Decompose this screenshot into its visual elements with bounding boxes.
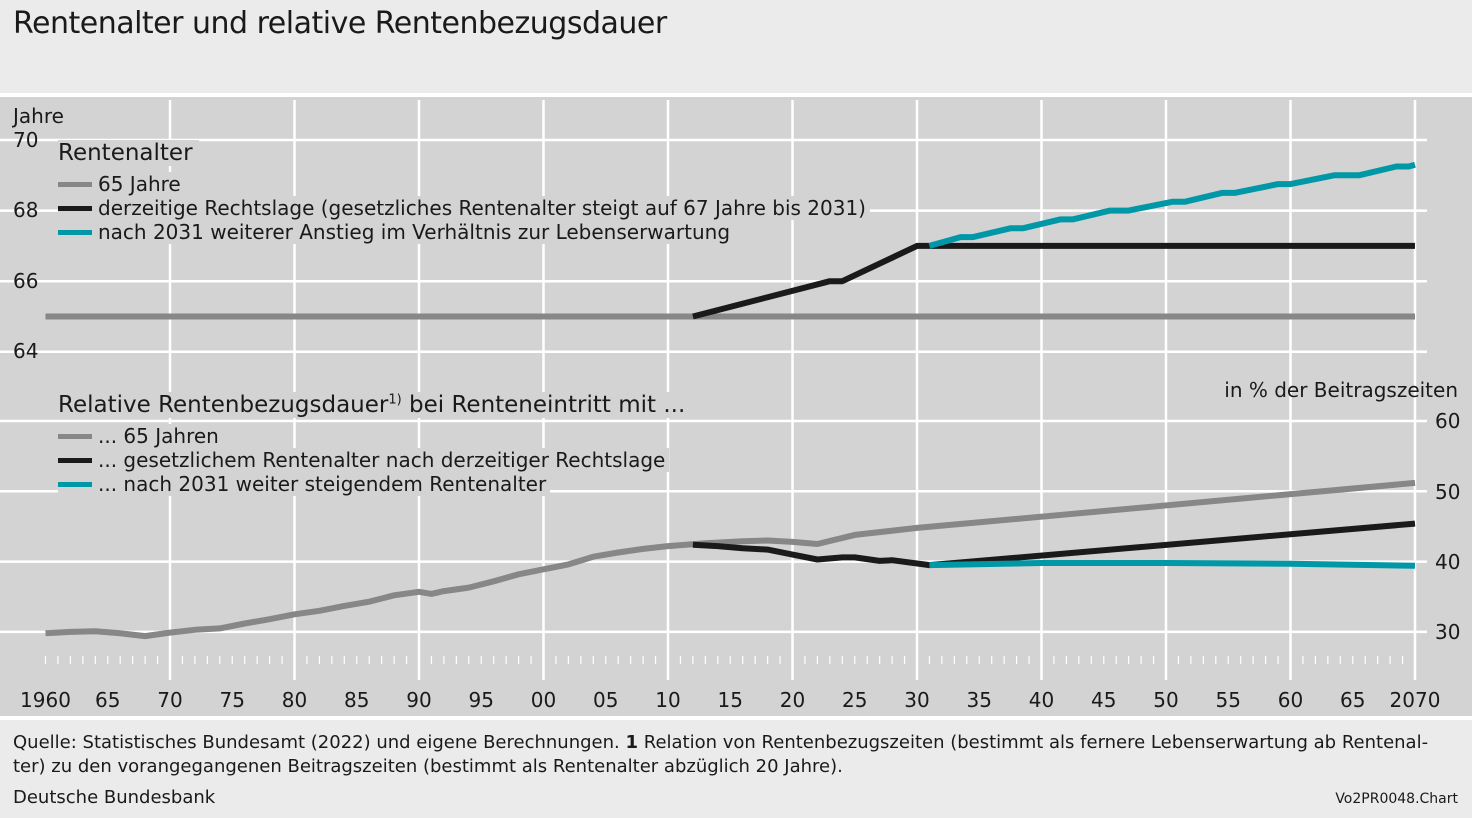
x-tick: 60 (1277, 688, 1304, 712)
series-line-teal (929, 560, 1416, 569)
x-tick: 45 (1091, 688, 1117, 712)
separator (0, 716, 1472, 720)
chart-title: Rentenalter und relative Rentenbezugsdau… (13, 6, 667, 41)
legend-swatch (58, 205, 92, 211)
footnote-number: 1 (625, 732, 639, 753)
legend-item: nach 2031 weiterer Anstieg im Verhältnis… (58, 220, 735, 244)
x-tick: 50 (1153, 688, 1179, 712)
legend-swatch (58, 229, 92, 235)
x-tick: 05 (593, 688, 619, 712)
x-tick: 65 (95, 688, 121, 712)
x-tick: 20 (779, 688, 806, 712)
x-tick: 15 (717, 688, 743, 712)
legend-label: ... 65 Jahren (98, 424, 219, 448)
legend-title-suffix: bei Renteneintritt mit ... (409, 392, 686, 418)
source-text: Quelle: Statistisches Bundesamt (2022) u… (13, 732, 620, 753)
publisher: Deutsche Bundesbank (13, 787, 216, 808)
x-tick: 00 (530, 688, 557, 712)
x-tick: 85 (344, 688, 370, 712)
chart-code: Vo2PR0048.Chart (1335, 791, 1458, 807)
y-tick: 68 (13, 198, 39, 222)
footnote-text: Relation von Rentenbezugszeiten (bestimm… (643, 732, 1429, 753)
legend-item: derzeitige Rechtslage (gesetzliches Rent… (58, 196, 870, 220)
series-line-gray (45, 479, 1416, 640)
x-tick: 70 (157, 688, 183, 712)
legend-title-text: Relative Rentenbezugsdauer (58, 392, 389, 418)
x-tick: 10 (655, 688, 681, 712)
legend-label: ... nach 2031 weiter steigendem Rentenal… (98, 472, 547, 496)
x-tick: 80 (281, 688, 308, 712)
x-tick: 25 (842, 688, 868, 712)
y-tick: 64 (13, 339, 39, 363)
x-tick: 35 (966, 688, 992, 712)
legend-label: nach 2031 weiterer Anstieg im Verhältnis… (98, 220, 731, 244)
footnote-marker: 1) (388, 392, 402, 408)
legend-label: 65 Jahre (98, 172, 181, 196)
footnote-line2: ter) zu den vorangegangenen Beitragszeit… (13, 756, 843, 777)
x-tick: 30 (904, 688, 930, 712)
x-tick: 65 (1340, 688, 1366, 712)
footnote-line1: Quelle: Statistisches Bundesamt (2022) u… (13, 732, 1428, 753)
series-line-black (692, 520, 1416, 569)
y-tick: 30 (1435, 620, 1461, 644)
y-tick: 70 (13, 128, 39, 152)
legend-title-top: Rentenalter (58, 140, 199, 166)
x-tick: 55 (1215, 688, 1241, 712)
legend-swatch (58, 181, 92, 187)
legend-label: derzeitige Rechtslage (gesetzliches Rent… (98, 196, 866, 220)
legend-label: ... gesetzlichem Rentenalter nach derzei… (98, 448, 666, 472)
legend-swatch (58, 457, 92, 463)
legend-swatch (58, 481, 92, 487)
x-tick: 75 (219, 688, 245, 712)
series-line-black (692, 242, 1415, 320)
y-axis-label-bottom: in % der Beitragszeiten (1224, 378, 1458, 402)
legend-item: ... gesetzlichem Rentenalter nach derzei… (58, 448, 670, 472)
legend-swatch (58, 433, 92, 439)
x-tick: 90 (406, 688, 432, 712)
y-axis-label-top: Jahre (13, 104, 64, 128)
y-tick: 40 (1435, 550, 1461, 574)
x-tick: 40 (1028, 688, 1055, 712)
x-tick: 1960 (20, 688, 71, 712)
legend-item: 65 Jahre (58, 172, 185, 196)
x-tick: 2070 (1389, 688, 1441, 712)
y-tick: 50 (1435, 480, 1461, 504)
legend-title-bottom: Relative Rentenbezugsdauer1) bei Rentene… (58, 392, 692, 418)
y-tick: 60 (1435, 409, 1461, 433)
x-tick: 95 (468, 688, 494, 712)
series-line-teal (928, 161, 1416, 249)
separator (0, 93, 1472, 97)
y-tick: 66 (13, 269, 39, 293)
legend-item: ... nach 2031 weiter steigendem Rentenal… (58, 472, 551, 496)
legend-item: ... 65 Jahren (58, 424, 223, 448)
